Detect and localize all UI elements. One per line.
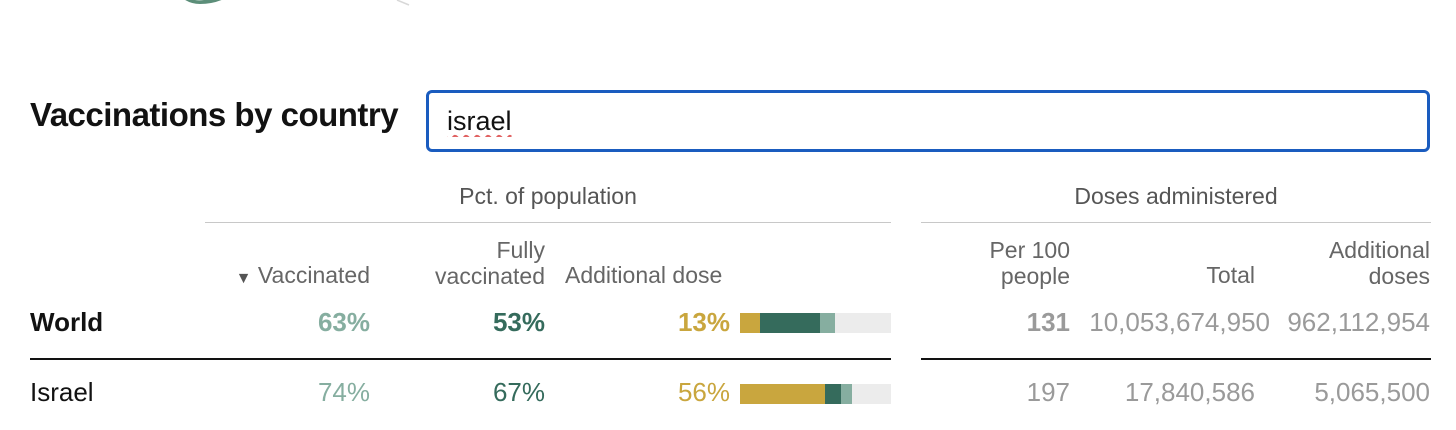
per-100-value: 131 [1026,307,1070,337]
column-header-additional-doses[interactable]: Additional doses [1280,237,1430,289]
row-divider-right [921,358,1431,360]
vaccinated-value: 74% [317,377,370,407]
country-name: Israel [30,377,94,407]
additional-dose-value: 56% [677,377,730,407]
column-label-per100-line1: Per 100 [989,237,1070,263]
column-header-vaccinated[interactable]: ▼ Vaccinated [220,262,370,292]
column-label-fully-line1: Fully [496,237,545,263]
vaccinated-value: 63% [317,307,370,337]
additional-doses-value: 962,112,954 [1287,307,1430,337]
additional-doses-value: 5,065,500 [1314,377,1430,407]
column-header-additional-dose[interactable]: Additional dose [565,262,722,288]
table-title: Vaccinations by country [30,96,399,133]
country-search-input[interactable] [447,101,1387,141]
column-header-fully-vaccinated[interactable]: Fully vaccinated [395,237,545,289]
table-row-world[interactable]: World 63% 53% 13% 131 10,053,674,950 962… [0,307,1456,343]
table-row-israel[interactable]: Israel 74% 67% 56% 197 17,840,586 5,065,… [0,377,1456,413]
additional-dose-value: 13% [677,307,730,337]
column-label-additional-doses-line2: doses [1368,263,1430,289]
per-100-value: 197 [1026,377,1070,407]
vaccination-bar [740,313,891,333]
column-label-vaccinated: Vaccinated [257,262,370,288]
bar-segment-additional [740,384,825,404]
vaccination-bar [740,384,891,404]
fully-vaccinated-value: 67% [492,377,545,407]
total-doses-value: 10,053,674,950 [1089,307,1270,337]
column-label-additional-doses-line1: Additional [1328,237,1430,263]
column-label-total: Total [1206,262,1255,288]
total-doses-value: 17,840,586 [1124,377,1255,407]
bar-segment-additional [740,313,760,333]
column-header-total[interactable]: Total [1100,262,1255,288]
bar-segment-vaccinated [841,384,852,404]
group-rule-population [205,222,891,223]
group-header-population: Pct. of population [459,183,637,209]
column-label-fully-line2: vaccinated [435,263,545,289]
map-fragment [185,0,222,4]
country-search-box[interactable] [426,90,1430,152]
country-name: World [30,307,104,337]
bar-segment-fully [759,313,821,333]
group-rule-doses [921,222,1431,223]
column-header-per-100[interactable]: Per 100 people [930,237,1070,289]
map-border-line [396,0,410,6]
group-header-doses: Doses administered [1074,183,1278,209]
column-label-additional-dose: Additional dose [565,262,723,288]
bar-segment-fully [824,384,842,404]
bar-segment-vaccinated [820,313,836,333]
fully-vaccinated-value: 53% [492,307,545,337]
column-label-per100-line2: people [1000,263,1070,289]
sort-descending-icon: ▼ [235,270,252,287]
row-divider-left [30,358,891,360]
